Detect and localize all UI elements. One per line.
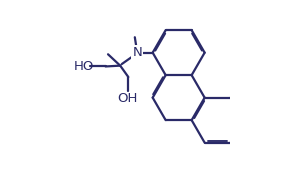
Text: HO: HO bbox=[74, 60, 94, 73]
Text: OH: OH bbox=[117, 92, 138, 105]
Text: N: N bbox=[132, 46, 142, 59]
